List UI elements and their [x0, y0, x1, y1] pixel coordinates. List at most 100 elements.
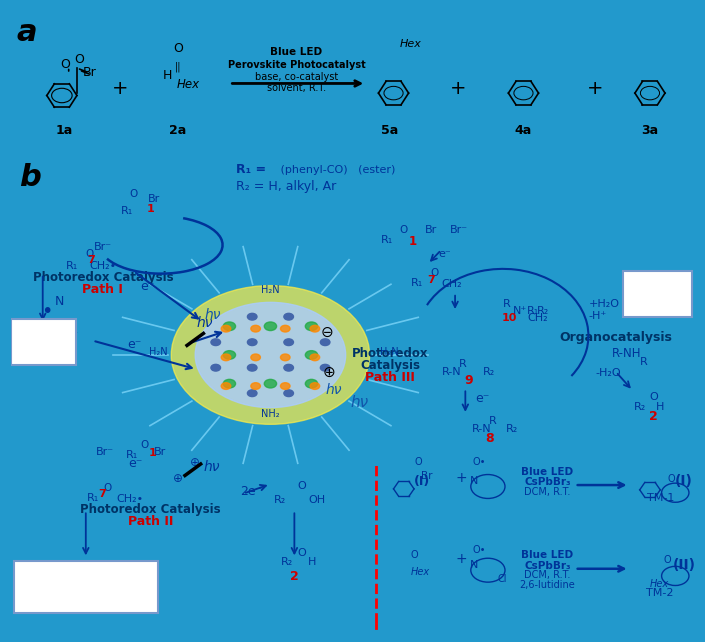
Text: O•: O•: [472, 546, 486, 555]
Text: 5a: 5a: [381, 124, 399, 137]
Text: hν: hν: [350, 395, 369, 410]
Text: Path II: Path II: [128, 515, 173, 528]
Text: R₂: R₂: [664, 282, 677, 292]
Text: 5: 5: [652, 296, 661, 309]
Text: O: O: [667, 474, 675, 483]
Text: -H₂O: -H₂O: [595, 369, 621, 379]
Text: Hex: Hex: [400, 39, 422, 49]
Text: Br: Br: [82, 66, 96, 79]
Text: Path III: Path III: [365, 371, 415, 385]
Text: Br⁻: Br⁻: [94, 242, 112, 252]
Circle shape: [251, 325, 260, 332]
Circle shape: [281, 383, 290, 390]
Text: CH₂: CH₂: [441, 279, 462, 289]
Text: 4a: 4a: [515, 124, 532, 137]
Text: TM-1: TM-1: [646, 493, 674, 503]
FancyBboxPatch shape: [623, 272, 692, 317]
Circle shape: [195, 302, 345, 408]
Text: 10: 10: [502, 313, 517, 324]
Circle shape: [305, 379, 318, 388]
Text: ⊕: ⊕: [190, 456, 200, 469]
Text: R: R: [458, 359, 466, 369]
Circle shape: [251, 354, 260, 361]
Text: R₂: R₂: [482, 367, 495, 377]
Text: O: O: [130, 189, 137, 199]
Text: 1: 1: [147, 204, 154, 214]
Text: R₁: R₁: [87, 493, 99, 503]
Text: O: O: [431, 268, 439, 278]
Text: R-N: R-N: [472, 424, 492, 435]
Text: +: +: [455, 552, 467, 566]
Circle shape: [223, 322, 235, 331]
Text: 2a: 2a: [169, 124, 187, 137]
Text: O: O: [81, 562, 90, 572]
Circle shape: [264, 322, 276, 331]
Text: 3a: 3a: [642, 124, 658, 137]
Text: e⁻: e⁻: [128, 457, 142, 471]
Text: CH₂•: CH₂•: [90, 261, 116, 271]
Text: 2: 2: [649, 410, 658, 422]
Text: +: +: [68, 328, 78, 338]
Circle shape: [284, 365, 293, 371]
FancyBboxPatch shape: [14, 560, 158, 613]
Text: R₁: R₁: [37, 333, 49, 343]
Text: R₁: R₁: [46, 572, 58, 582]
Circle shape: [247, 339, 257, 345]
Text: N: N: [55, 295, 64, 308]
Text: Cl: Cl: [498, 574, 507, 584]
Text: 3: 3: [38, 345, 47, 358]
Text: R₂: R₂: [281, 557, 293, 568]
Text: Br: Br: [154, 447, 166, 457]
Text: Photoredox Catalysis: Photoredox Catalysis: [80, 503, 221, 516]
Text: Hex: Hex: [650, 579, 669, 589]
Text: (I): (I): [414, 475, 430, 488]
Text: O: O: [85, 249, 93, 259]
Text: N⁺: N⁺: [513, 306, 527, 317]
Text: 7: 7: [87, 255, 95, 265]
Text: 1: 1: [409, 235, 417, 248]
Text: hν: hν: [204, 460, 220, 474]
Text: -H⁺: -H⁺: [589, 311, 607, 321]
Circle shape: [247, 313, 257, 320]
Text: O: O: [38, 320, 47, 331]
Text: DCM, R.T.: DCM, R.T.: [525, 487, 570, 497]
Text: (phenyl-CO)   (ester): (phenyl-CO) (ester): [271, 165, 396, 175]
Circle shape: [284, 339, 293, 345]
Text: e⁻: e⁻: [140, 281, 154, 293]
Text: R₂ = H, alkyl, Ar: R₂ = H, alkyl, Ar: [236, 180, 336, 193]
Text: +: +: [450, 79, 467, 98]
Circle shape: [305, 322, 318, 331]
Circle shape: [221, 354, 231, 361]
Text: Hex: Hex: [410, 567, 430, 577]
Text: Photoredox Catalysis: Photoredox Catalysis: [32, 271, 173, 284]
Text: R: R: [639, 356, 647, 367]
Text: Photoredox: Photoredox: [352, 347, 429, 360]
Text: 7: 7: [98, 489, 106, 499]
Text: 2,6-lutidine: 2,6-lutidine: [520, 580, 575, 590]
Text: 4: 4: [81, 594, 90, 607]
Text: O: O: [81, 582, 90, 593]
Text: N: N: [470, 560, 479, 570]
Text: R₁: R₁: [381, 234, 393, 245]
Text: O: O: [649, 392, 658, 403]
Text: 7: 7: [427, 275, 435, 285]
Text: Br⁻: Br⁻: [449, 225, 467, 235]
Circle shape: [310, 354, 319, 361]
Circle shape: [221, 383, 231, 390]
Circle shape: [305, 351, 318, 360]
Circle shape: [211, 365, 221, 371]
Text: base, co-catalyst: base, co-catalyst: [255, 72, 338, 82]
Circle shape: [171, 286, 369, 424]
Text: a: a: [16, 19, 37, 48]
Text: N: N: [53, 318, 62, 332]
Text: R₂: R₂: [274, 495, 286, 505]
Text: H: H: [656, 402, 664, 412]
Text: R: R: [503, 299, 510, 309]
Text: DCM, R.T.: DCM, R.T.: [525, 570, 570, 580]
Text: Br: Br: [425, 225, 437, 235]
Circle shape: [247, 390, 257, 397]
Text: +: +: [455, 471, 467, 485]
Text: ⊖: ⊖: [320, 325, 333, 340]
Text: CH₂•: CH₂•: [116, 494, 144, 504]
Circle shape: [223, 351, 235, 360]
